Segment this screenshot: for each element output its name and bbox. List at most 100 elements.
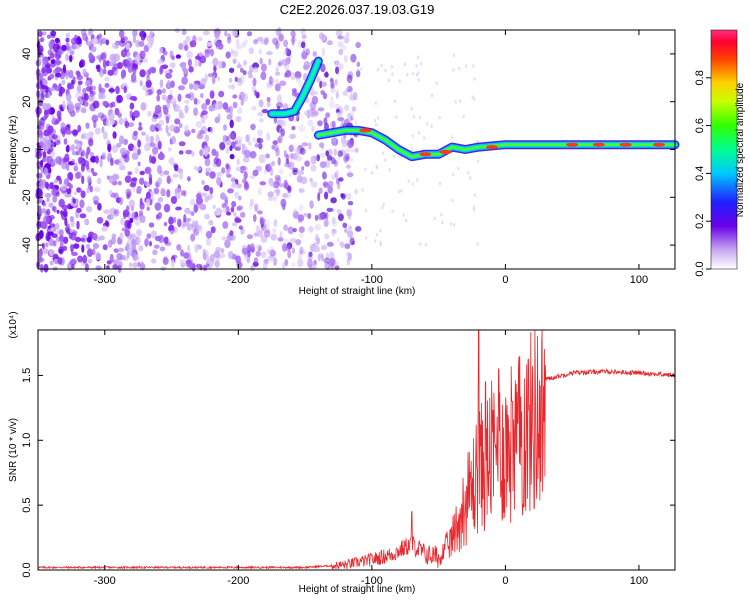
spectrogram-noise-blob (327, 180, 334, 187)
spectrogram-noise-blob (308, 142, 312, 150)
spectrogram-noise-blob (146, 75, 150, 83)
spectrogram-noise-blob (118, 157, 125, 162)
spectrogram-noise-blob (126, 193, 131, 200)
spectrogram-noise-blob (76, 143, 81, 149)
spectrogram-noise-blob (313, 155, 319, 161)
spectrogram-noise-blob (112, 259, 119, 265)
spectrogram-noise-blob (235, 136, 243, 144)
spectrogram-noise-blob (124, 120, 130, 129)
spectrogram-noise-blob (48, 228, 53, 233)
spectrogram-noise-blob (75, 90, 83, 100)
spectrogram-noise-blob (398, 79, 401, 83)
spectrogram-noise-blob (272, 37, 279, 45)
spectrogram-noise-blob (375, 166, 378, 170)
spectrogram-noise-blob (92, 243, 100, 249)
spectrogram-noise-blob (273, 257, 277, 267)
spectrogram-noise-blob (273, 219, 278, 228)
spectrogram-noise-blob (45, 139, 52, 148)
spectrogram-noise-blob (219, 142, 226, 151)
spectrogram-noise-blob (337, 35, 344, 40)
spectrogram-noise-blob (194, 244, 199, 253)
spectrogram-noise-blob (287, 185, 292, 194)
spectrogram-noise-blob (300, 41, 306, 49)
spectrogram-noise-blob (60, 122, 66, 131)
spectrogram-noise-blob (476, 139, 479, 144)
spectrogram-noise-blob (76, 220, 80, 230)
spectrogram-noise-blob (201, 103, 208, 111)
spectrogram-noise-blob (78, 156, 83, 164)
spectrogram-noise-blob (189, 83, 194, 90)
spectrogram-noise-blob (320, 90, 326, 95)
spectrogram-noise-blob (354, 188, 359, 195)
spectrogram-noise-blob (183, 40, 188, 47)
spectrogram-noise-blob (128, 246, 133, 256)
spectrogram-noise-blob (419, 242, 422, 246)
spectrogram-noise-blob (236, 64, 243, 69)
spectrogram-noise-blob (298, 188, 305, 193)
spectrogram-noise-blob (173, 164, 179, 172)
spectrogram-noise-blob (435, 81, 438, 85)
spectrogram-noise-blob (304, 160, 310, 167)
spectrogram-noise-blob (146, 206, 150, 211)
spectrogram-noise-blob (170, 135, 176, 145)
spectrogram-noise-blob (140, 102, 147, 111)
spectrogram-noise-blob (209, 90, 215, 99)
spectrogram-noise-blob (174, 118, 181, 125)
spectrogram-noise-blob (155, 134, 160, 142)
spectrogram-noise-blob (104, 76, 110, 82)
spectrogram-noise-blob (206, 258, 211, 264)
spectrogram-noise-blob (40, 37, 45, 43)
spectrogram-noise-blob (149, 177, 153, 185)
spectrogram-noise-blob (348, 170, 351, 174)
spectrogram-noise-blob (186, 223, 193, 231)
spectrogram-noise-blob (148, 68, 152, 75)
spectrogram-noise-blob (150, 156, 157, 164)
spectrogram-noise-blob (415, 64, 418, 68)
spectrogram-noise-blob (40, 208, 47, 214)
spectrogram-noise-blob (139, 177, 145, 185)
spectrogram-noise-blob (173, 216, 177, 224)
spectrogram-noise-blob (268, 162, 273, 171)
spectrogram-noise-blob (36, 199, 42, 205)
snr-x-axis: -300 -200 -100 0 100 (94, 330, 648, 587)
spectrogram-noise-blob (222, 134, 227, 143)
spectrogram-ridge (267, 56, 680, 162)
spectrogram-noise-blob (191, 128, 196, 134)
spectrogram-noise-blob (184, 124, 189, 133)
spectrogram-noise-blob (194, 58, 198, 68)
spectrogram-noise-blob (160, 188, 166, 197)
spectrogram-noise-blob (260, 71, 267, 81)
spectrogram-noise-blob (242, 93, 248, 102)
spectrogram-noise-blob (102, 131, 108, 140)
spectrogram-xtick-label: -300 (94, 274, 116, 286)
spectrogram-noise-blob (151, 116, 158, 123)
spectrogram-noise-blob (174, 190, 181, 200)
spectrogram-noise-blob (302, 47, 308, 55)
spectrogram-noise-blob (337, 117, 345, 122)
spectrogram-noise-blob (177, 93, 182, 102)
spectrogram-noise-blob (279, 231, 283, 239)
spectrogram-noise-blob (348, 225, 353, 231)
spectrogram-noise-blob (299, 147, 306, 155)
spectrogram-noise-blob (156, 165, 163, 174)
spectrogram-noise-blob (209, 171, 216, 179)
spectrogram-noise-blob (109, 53, 117, 62)
spectrogram-noise-blob (54, 37, 60, 44)
spectrogram-noise-blob (262, 262, 268, 270)
spectrogram-noise-blob (349, 237, 355, 246)
spectrogram-noise-blob (57, 48, 63, 56)
spectrogram-noise-blob (108, 239, 113, 248)
spectrogram-noise-blob (228, 84, 235, 90)
spectrogram-noise-blob (433, 216, 436, 221)
spectrogram-noise-blob (203, 184, 210, 192)
spectrogram-noise-blob (82, 254, 88, 264)
spectrogram-noise-blob (266, 132, 271, 141)
spectrogram-noise-blob (233, 211, 237, 217)
spectrogram-noise-blob (147, 110, 152, 117)
spectrogram-noise-blob (423, 136, 426, 140)
spectrogram-noise-blob (86, 164, 90, 170)
spectrogram-noise-blob (172, 173, 179, 178)
spectrogram-noise-blob (170, 98, 177, 105)
spectrogram-noise-blob (335, 66, 339, 75)
spectrogram-noise-blob (158, 234, 165, 244)
